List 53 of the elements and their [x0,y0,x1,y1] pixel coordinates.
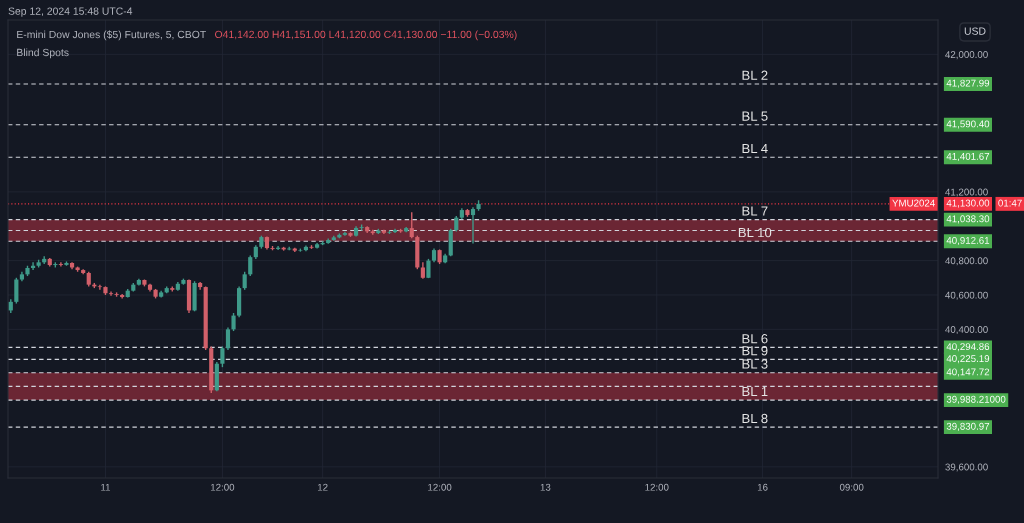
y-tick-label: 40,600.00 [945,291,988,300]
x-tick-label: 12 [317,483,328,491]
x-tick-label: 13 [540,483,551,491]
ref-line-label: BL 7 [742,206,768,216]
annotation: O41,142.00 H41,151.00 L41,120.00 C41,130.00 −11.00 (−0.03%) [215,30,517,41]
text: 39,830.97 [946,422,990,431]
candlestick [220,345,225,368]
ref-line-label: BL 3 [742,359,768,369]
text: 01:47 [998,199,1022,207]
y-axis-title: USD [964,27,986,35]
text: 40,225.19 [946,355,990,364]
text: 41,827.99 [946,79,990,88]
y-tick-label: 42,000.00 [945,51,988,60]
y-tick-label: 41,200.00 [945,188,988,197]
text: 41,590.40 [946,120,990,129]
x-tick-label: 12:00 [645,483,669,491]
text: 40,912.61 [946,236,990,246]
text: 40,147.72 [946,368,990,377]
ref-line-label: BL 9 [742,346,768,356]
candlestick [225,326,231,351]
text: 39,988.21000 [946,395,1006,404]
y-tick-label: 40,400.00 [945,326,988,335]
ref-line-label: BL 1 [742,386,768,396]
candlestick [409,211,414,239]
ref-line-label: BL 5 [742,111,768,121]
text: 41,401.67 [946,152,990,161]
ref-line-label: BL 10 [738,227,772,238]
candlestick [108,290,114,297]
ref-line-label: BL 2 [742,70,768,80]
text: 41,130.00 [946,199,990,208]
y-tick-label: 40,800.00 [945,257,988,266]
text: Sep 12, 2024 15:48 UTC-4 [8,7,133,17]
x-tick-label: 16 [757,483,768,491]
text: Blind Spots [17,48,69,59]
ref-line-label: BL 4 [742,143,768,154]
ref-line-label: BL 6 [742,334,768,344]
candlestick [242,271,247,291]
y-tick-label: 39,600.00 [945,463,988,472]
candlestick [97,283,102,291]
ref-line-label: YMU2024 [892,199,935,207]
text: E-mini Dow Jones ($5) Futures, 5, CBOT [17,30,206,41]
text: 40,294.86 [946,343,990,352]
candlestick [14,277,19,305]
x-tick-label: 09:00 [839,483,864,491]
x-tick-label: 12:00 [210,483,235,491]
x-tick-label: 12:00 [428,483,452,491]
ref-line-label: BL 8 [742,413,768,424]
x-tick-label: 11 [101,483,111,491]
candlestick [231,312,236,332]
candlestick [470,206,476,245]
candlestick [248,254,253,277]
candlestick [58,261,63,268]
text: 41,038.30 [946,215,990,224]
